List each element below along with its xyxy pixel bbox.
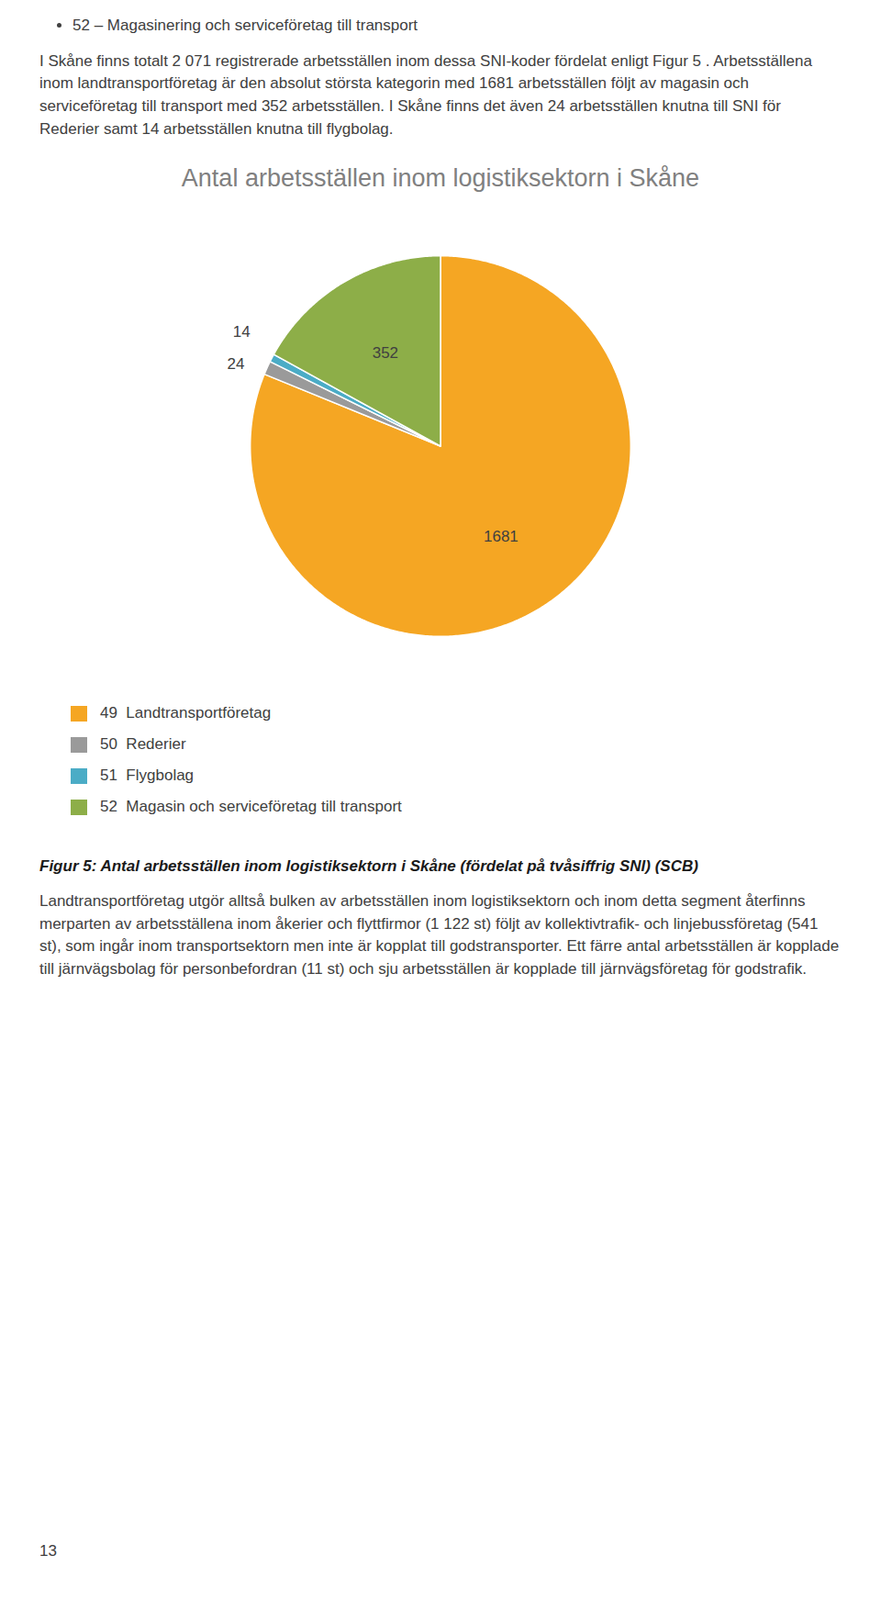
html-text:Landtransportföretag utgör all: Landtransportföretag utgör alltså bulken…	[39, 892, 839, 978]
svg-text:352: 352	[372, 344, 399, 362]
html-text:Figur 5: Antal arbetsställen i: Figur 5: Antal arbetsställen inom logist…	[39, 857, 699, 875]
html-text:51 Flygbolag: 51 Flygbolag	[100, 766, 194, 784]
svg-text:14: 14	[233, 323, 251, 341]
html-text:50 Rederier: 50 Rederier	[100, 735, 186, 753]
svg-text:24: 24	[227, 355, 246, 373]
html-text:52 – Magasinering och servicef: 52 – Magasinering och serviceföretag til…	[72, 16, 418, 34]
html-text:Antal arbetsställen inom logis: Antal arbetsställen inom logistiksektorn…	[181, 164, 700, 192]
html-text:13: 13	[39, 1541, 57, 1560]
html-text:49 Landtransportföretag: 49 Landtransportföretag	[100, 704, 271, 722]
html-text:I Skåne finns totalt 2 071 reg: I Skåne finns totalt 2 071 registrerade …	[39, 51, 813, 138]
svg-text:1681: 1681	[483, 527, 519, 546]
html-text:52 Magasin och serviceföretag: 52 Magasin och serviceföretag till trans…	[100, 797, 402, 816]
